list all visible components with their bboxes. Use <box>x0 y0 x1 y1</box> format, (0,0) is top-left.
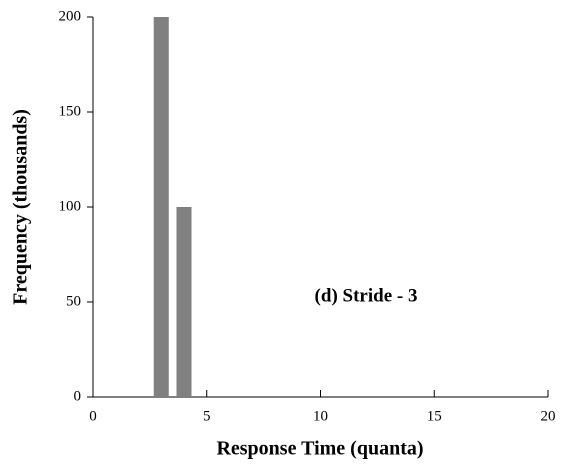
y-tick-label: 150 <box>59 103 82 119</box>
x-tick-label: 0 <box>89 408 97 424</box>
x-axis-label: Response Time (quanta) <box>216 438 423 460</box>
y-tick-label: 200 <box>59 8 82 24</box>
bar <box>176 207 192 397</box>
y-tick-label: 0 <box>74 388 82 404</box>
y-tick-label: 50 <box>66 293 81 309</box>
annotation: (d) Stride - 3 <box>315 285 418 306</box>
y-axis-label: Frequency (thousands) <box>10 109 32 305</box>
x-tick-label: 5 <box>203 408 211 424</box>
x-tick-label: 15 <box>427 408 442 424</box>
x-tick-label: 10 <box>313 408 328 424</box>
y-tick-label: 100 <box>59 198 82 214</box>
x-tick-label: 20 <box>541 408 556 424</box>
bar <box>153 17 169 397</box>
